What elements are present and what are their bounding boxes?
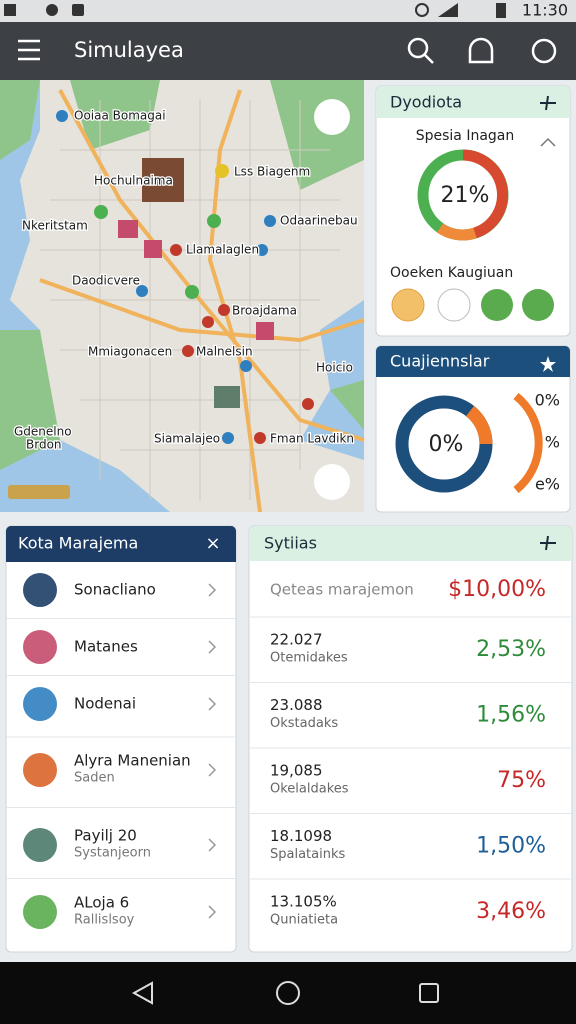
row-label: Spalatainks: [270, 847, 345, 862]
list-card: [5, 525, 237, 953]
alarm-icon: [415, 3, 429, 17]
filter-icons[interactable]: [391, 288, 554, 322]
back-button[interactable]: [131, 981, 153, 1005]
row-number: 13.105%: [270, 893, 337, 911]
map-label: Hochulnaima: [94, 174, 173, 188]
chevron: [208, 583, 217, 597]
side-label: 0%: [535, 391, 560, 410]
home-button[interactable]: [276, 981, 300, 1005]
stats-header-value: $10,00%: [448, 577, 546, 602]
card-subtitle: Spesia Inagan: [416, 128, 515, 144]
map-label: Malnelsin: [196, 345, 253, 359]
map-label: Nkeritstam: [22, 219, 88, 233]
side-label: e%: [535, 475, 560, 494]
item-title[interactable]: ALoja 6: [74, 894, 129, 912]
collapse-icon[interactable]: [540, 137, 556, 147]
status-icon: [72, 4, 84, 16]
map-label: Odaarinebau: [280, 214, 358, 228]
map[interactable]: [0, 80, 365, 513]
map-label: Mmiagonacen: [88, 345, 172, 359]
status-bar: [0, 0, 576, 22]
item-icon: [23, 687, 57, 721]
search-button[interactable]: [407, 37, 434, 64]
row-value: 3,46%: [476, 899, 546, 924]
map-label: Siamalajeo: [154, 432, 220, 446]
card-icon[interactable]: [540, 535, 556, 551]
item-subtitle: Rallislsoy: [74, 913, 135, 928]
donut: [417, 149, 509, 241]
item-title[interactable]: Matanes: [74, 638, 138, 656]
item-icon: [23, 895, 57, 929]
side-label: %: [545, 433, 560, 452]
map-label: Brdon: [26, 438, 62, 452]
app-title: Simulayea: [74, 38, 184, 62]
item-title[interactable]: Sonacliano: [74, 581, 156, 599]
profile-button[interactable]: [468, 37, 494, 64]
recents-button[interactable]: [419, 983, 439, 1003]
donut-label: 0%: [429, 432, 464, 457]
item-icon: [23, 573, 57, 607]
row-value: 1,50%: [476, 834, 546, 859]
item-subtitle: Systanjeorn: [74, 846, 151, 861]
map-label: Broajdama: [232, 304, 297, 318]
chevron: [208, 763, 217, 777]
row-value: 1,56%: [476, 703, 546, 728]
map-label: Hoicio: [316, 361, 353, 375]
row-number: 22.027: [270, 631, 323, 649]
row-label: Quniatieta: [270, 913, 338, 928]
menu-button[interactable]: [18, 39, 40, 61]
stats-card: [248, 525, 573, 953]
donut-label: 21%: [441, 183, 490, 208]
item-icon: [23, 753, 57, 787]
nav-bar: [0, 962, 576, 1024]
chevron: [208, 697, 217, 711]
item-title[interactable]: Payilj 20: [74, 827, 137, 845]
map-label: Ooiaa Bomagai: [74, 109, 166, 123]
card-icon[interactable]: [540, 95, 556, 111]
stats-title: Sytiias: [264, 534, 317, 553]
map-label: Daodicvere: [72, 274, 140, 288]
stats-header-label: Qeteas marajemon: [270, 581, 414, 599]
star-icon[interactable]: [540, 356, 556, 372]
chevron: [208, 905, 217, 919]
row-label: Okstadaks: [270, 716, 338, 731]
map-label: Gdenelno: [14, 425, 72, 439]
card-title: Dyodiota: [390, 93, 462, 112]
row-number: 18.1098: [270, 827, 332, 845]
row-number: 23.088: [270, 696, 323, 714]
item-icon: [23, 630, 57, 664]
map-label: Llamalaglen: [186, 243, 259, 257]
close-button[interactable]: ×: [205, 533, 220, 554]
app-bar: [0, 22, 576, 80]
row-label: Okelaldakes: [270, 782, 349, 797]
chevron: [208, 640, 217, 654]
card-title: Cuajiennslar: [390, 352, 490, 371]
time: 11:30: [522, 1, 568, 20]
item-title[interactable]: Nodenai: [74, 695, 136, 713]
row-label: Otemidakes: [270, 651, 348, 666]
card: [375, 85, 571, 337]
status-icon: [4, 4, 16, 16]
card: [375, 345, 571, 513]
donut: [395, 392, 543, 494]
map-label: Fman Lavdikn: [270, 432, 354, 446]
row-value: 2,53%: [476, 637, 546, 662]
chevron: [208, 838, 217, 852]
section-title: Ooeken Kaugiuan: [390, 265, 513, 281]
list-title: Kota Marajema: [18, 534, 138, 553]
status-icon: [46, 4, 58, 16]
item-subtitle: Saden: [74, 771, 115, 786]
more-button[interactable]: [531, 38, 557, 64]
row-value: 75%: [497, 768, 546, 793]
item-icon: [23, 828, 57, 862]
battery-icon: [496, 3, 506, 18]
row-number: 19,085: [270, 762, 323, 780]
signal-icon: [438, 3, 458, 17]
item-title[interactable]: Alyra Manenian: [74, 752, 191, 770]
map-label: Lss Biagenm: [234, 165, 310, 179]
